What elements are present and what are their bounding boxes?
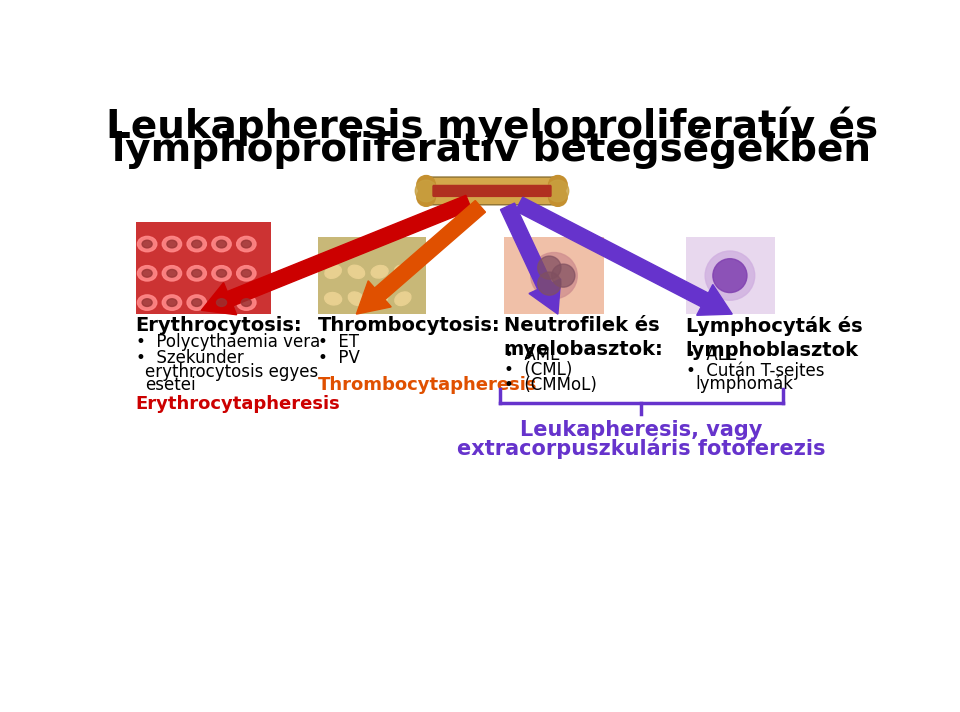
- Ellipse shape: [348, 293, 365, 305]
- Ellipse shape: [167, 240, 177, 248]
- Polygon shape: [500, 203, 561, 314]
- Ellipse shape: [236, 236, 256, 252]
- Text: Thrombocytapheresis: Thrombocytapheresis: [318, 376, 538, 394]
- Text: erythrocytosis egyes: erythrocytosis egyes: [145, 362, 318, 381]
- Text: •  Szekunder: • Szekunder: [135, 349, 243, 367]
- FancyBboxPatch shape: [432, 185, 552, 197]
- FancyBboxPatch shape: [318, 237, 426, 314]
- Circle shape: [538, 272, 561, 295]
- Text: •  (CMMoL): • (CMMoL): [504, 377, 596, 394]
- Circle shape: [548, 176, 567, 194]
- Ellipse shape: [241, 240, 252, 248]
- Circle shape: [548, 188, 567, 206]
- FancyBboxPatch shape: [685, 237, 775, 314]
- Polygon shape: [356, 201, 486, 314]
- Circle shape: [531, 253, 577, 299]
- Ellipse shape: [241, 299, 252, 306]
- Circle shape: [417, 188, 436, 206]
- Ellipse shape: [162, 236, 181, 252]
- Text: Lymphocyták és
lymphoblasztok: Lymphocyták és lymphoblasztok: [685, 316, 862, 360]
- Circle shape: [552, 264, 575, 287]
- Text: •  AML: • AML: [504, 346, 559, 364]
- Ellipse shape: [137, 266, 156, 281]
- Ellipse shape: [192, 269, 202, 277]
- Ellipse shape: [162, 295, 181, 310]
- Circle shape: [706, 251, 755, 300]
- Ellipse shape: [395, 293, 412, 305]
- Circle shape: [416, 180, 437, 201]
- Ellipse shape: [187, 236, 206, 252]
- Text: Thrombocytosis:: Thrombocytosis:: [318, 316, 500, 335]
- Ellipse shape: [236, 295, 256, 310]
- FancyBboxPatch shape: [135, 221, 271, 314]
- Polygon shape: [202, 195, 471, 315]
- Polygon shape: [516, 197, 732, 315]
- Ellipse shape: [137, 236, 156, 252]
- Ellipse shape: [395, 266, 411, 278]
- Ellipse shape: [212, 266, 231, 281]
- Ellipse shape: [192, 240, 202, 248]
- Text: lymphoproliferatív betegségekben: lymphoproliferatív betegségekben: [112, 130, 872, 169]
- Ellipse shape: [372, 266, 388, 278]
- Ellipse shape: [187, 295, 206, 310]
- Ellipse shape: [162, 266, 181, 281]
- Ellipse shape: [142, 240, 153, 248]
- Ellipse shape: [142, 299, 153, 306]
- Ellipse shape: [187, 266, 206, 281]
- Text: Erythrocytapheresis: Erythrocytapheresis: [135, 395, 340, 413]
- Ellipse shape: [217, 299, 227, 306]
- Text: extracorpuszkuláris fotoferezis: extracorpuszkuláris fotoferezis: [457, 437, 826, 459]
- Ellipse shape: [167, 299, 177, 306]
- Ellipse shape: [217, 269, 227, 277]
- Text: esetei: esetei: [145, 377, 196, 394]
- Text: •  Cután T-sejtes: • Cután T-sejtes: [685, 361, 825, 379]
- Text: Erythrocytosis:: Erythrocytosis:: [135, 316, 302, 335]
- Ellipse shape: [142, 269, 153, 277]
- FancyBboxPatch shape: [423, 177, 561, 205]
- Ellipse shape: [325, 292, 341, 305]
- Text: Neutrofilek és
myelobasztok:: Neutrofilek és myelobasztok:: [504, 316, 663, 359]
- Ellipse shape: [212, 295, 231, 310]
- Ellipse shape: [372, 293, 388, 305]
- Circle shape: [547, 180, 568, 201]
- Text: Leukapheresis, vagy: Leukapheresis, vagy: [520, 419, 762, 439]
- Text: Leukapheresis myeloproliferatív és: Leukapheresis myeloproliferatív és: [106, 106, 878, 146]
- Circle shape: [417, 176, 436, 194]
- Ellipse shape: [137, 295, 156, 310]
- Text: •  (CML): • (CML): [504, 361, 572, 379]
- Ellipse shape: [241, 269, 252, 277]
- Text: •  Polycythaemia vera: • Polycythaemia vera: [135, 333, 320, 352]
- Ellipse shape: [217, 240, 227, 248]
- Ellipse shape: [348, 266, 365, 278]
- Text: •  ET: • ET: [318, 333, 359, 352]
- Ellipse shape: [167, 269, 177, 277]
- Circle shape: [713, 258, 747, 293]
- Text: lymphomák: lymphomák: [695, 375, 793, 394]
- Circle shape: [538, 256, 561, 279]
- Ellipse shape: [324, 266, 342, 278]
- Text: •  PV: • PV: [318, 349, 359, 367]
- Ellipse shape: [192, 299, 202, 306]
- Ellipse shape: [212, 236, 231, 252]
- Text: •  ALL: • ALL: [685, 346, 736, 364]
- FancyBboxPatch shape: [504, 237, 605, 314]
- Ellipse shape: [236, 266, 256, 281]
